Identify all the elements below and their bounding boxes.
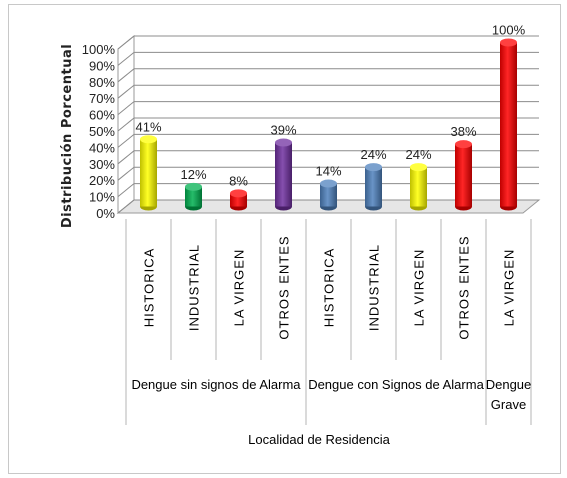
category-label: INDUSTRIAL xyxy=(367,244,382,331)
group-label: Dengue sin signos de Alarma xyxy=(131,377,301,392)
data-label: 24% xyxy=(360,147,386,162)
data-label: 39% xyxy=(270,123,296,138)
y-tick-label: 10% xyxy=(89,190,115,205)
y-tick-label: 40% xyxy=(89,140,115,155)
y-tick-label: 60% xyxy=(89,108,115,123)
bar xyxy=(275,138,292,211)
gridline xyxy=(117,35,539,50)
gridline xyxy=(117,150,539,165)
gridline xyxy=(117,51,539,66)
gridline xyxy=(117,133,539,148)
y-tick-label: 30% xyxy=(89,157,115,172)
bar xyxy=(230,189,247,211)
category-label: LA VIRGEN xyxy=(412,249,427,327)
bar xyxy=(320,179,337,211)
data-label: 100% xyxy=(492,23,526,38)
bar-chart-3d: 0%10%20%30%40%50%60%70%80%90%100% 41%12%… xyxy=(60,23,541,447)
category-label: OTROS ENTES xyxy=(457,235,472,339)
data-label: 12% xyxy=(180,167,206,182)
y-tick-label: 90% xyxy=(89,58,115,73)
gridline xyxy=(117,117,539,132)
y-tick-label: 80% xyxy=(89,75,115,90)
category-label: HISTORICA xyxy=(322,248,337,328)
category-label: INDUSTRIAL xyxy=(187,244,202,331)
group-label: Dengue con Signos de Alarma xyxy=(308,377,484,392)
gridline xyxy=(117,84,539,99)
y-tick-label: 100% xyxy=(82,42,116,57)
data-label: 24% xyxy=(405,147,431,162)
bar xyxy=(455,140,472,211)
gridline xyxy=(117,183,539,197)
x-axis-title: Localidad de Residencia xyxy=(248,432,390,447)
group-label: Grave xyxy=(491,397,526,412)
gridline xyxy=(117,199,539,214)
data-label: 41% xyxy=(135,119,161,134)
gridline xyxy=(117,101,539,115)
bar xyxy=(410,163,427,211)
y-tick-label: 0% xyxy=(96,206,115,221)
group-label: Dengue xyxy=(486,377,532,392)
y-axis-title: Distribución Porcentual xyxy=(60,44,75,228)
bar xyxy=(365,163,382,211)
chart-frame: 0% 10% 20% 30% 40% 50% 60% 70% 80% 90% 100% 41% 12%… xyxy=(8,4,561,474)
category-label: OTROS ENTES xyxy=(277,235,292,339)
category-label: LA VIRGEN xyxy=(502,249,517,327)
data-label: 14% xyxy=(315,164,341,179)
bar xyxy=(140,135,157,211)
gridline xyxy=(117,166,539,181)
category-label: HISTORICA xyxy=(142,248,157,328)
y-tick-label: 50% xyxy=(89,124,115,139)
y-tick-label: 20% xyxy=(89,173,115,188)
category-table: HISTORICA INDUSTRIAL LA VIRGEN OTROS ENTES H… xyxy=(125,219,532,425)
y-tick-labels: 0%10% 20%30% 40%50%60% 70%80% 90%100% xyxy=(82,42,116,221)
bar xyxy=(500,38,517,211)
bars xyxy=(140,38,517,211)
gridline xyxy=(117,68,539,83)
category-label: LA VIRGEN xyxy=(232,249,247,327)
data-label: 8% xyxy=(229,173,248,188)
data-labels: 41% 12% 8% 39% 14% 24% 24% 38% 100% xyxy=(135,23,525,189)
grid-layer xyxy=(116,34,541,215)
data-label: 38% xyxy=(450,124,476,139)
y-tick-label: 70% xyxy=(89,91,115,106)
bar xyxy=(185,182,202,211)
